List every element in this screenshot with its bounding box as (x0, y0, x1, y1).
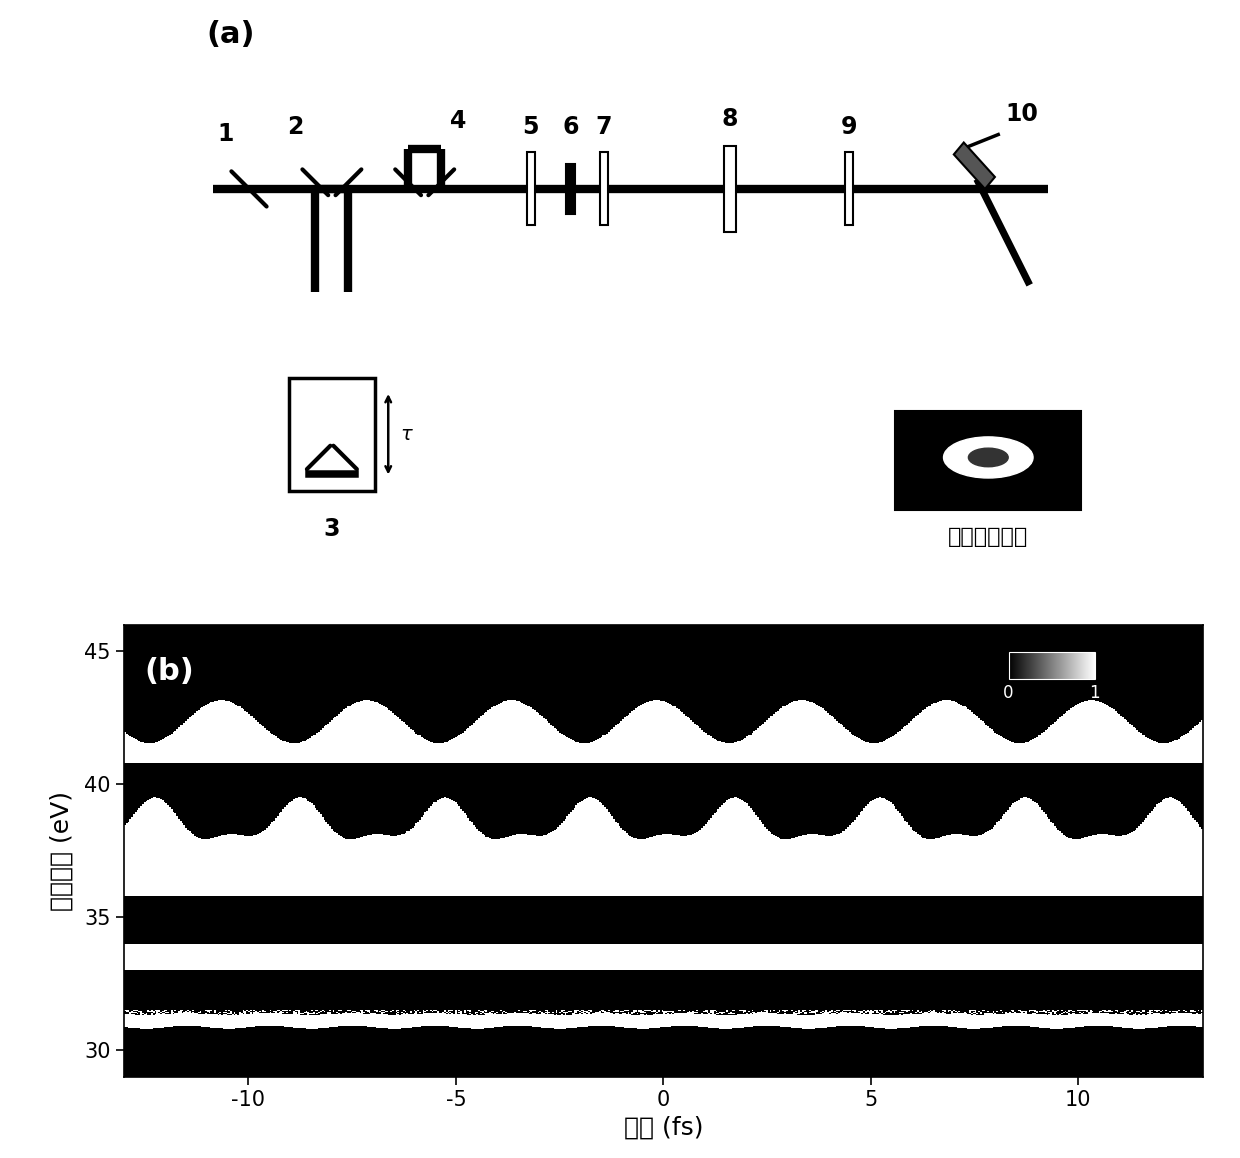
Polygon shape (954, 142, 994, 189)
Bar (895, 411, 1081, 511)
Bar (846, 153, 853, 226)
Text: 5: 5 (522, 115, 539, 139)
Bar (289, 378, 374, 491)
Text: 高次谐波频谱: 高次谐波频谱 (949, 527, 1028, 547)
Text: τ: τ (401, 425, 412, 444)
Bar (565, 163, 575, 214)
Text: (a): (a) (206, 20, 254, 49)
Text: 9: 9 (841, 115, 857, 139)
Text: 3: 3 (324, 518, 340, 541)
Text: 6: 6 (562, 115, 579, 139)
X-axis label: 时间 (fs): 时间 (fs) (624, 1115, 703, 1139)
Text: 8: 8 (722, 107, 738, 131)
Text: 1: 1 (217, 122, 234, 146)
Bar (527, 153, 534, 226)
Text: 2: 2 (288, 115, 304, 139)
Ellipse shape (944, 437, 1033, 478)
Bar (600, 153, 608, 226)
Ellipse shape (968, 448, 1008, 467)
Text: (b): (b) (145, 657, 195, 686)
Text: 10: 10 (1004, 102, 1038, 126)
Text: 4: 4 (450, 109, 466, 132)
Text: 7: 7 (595, 115, 613, 139)
Bar (724, 146, 735, 232)
Y-axis label: 光子能量 (eV): 光子能量 (eV) (50, 791, 73, 911)
